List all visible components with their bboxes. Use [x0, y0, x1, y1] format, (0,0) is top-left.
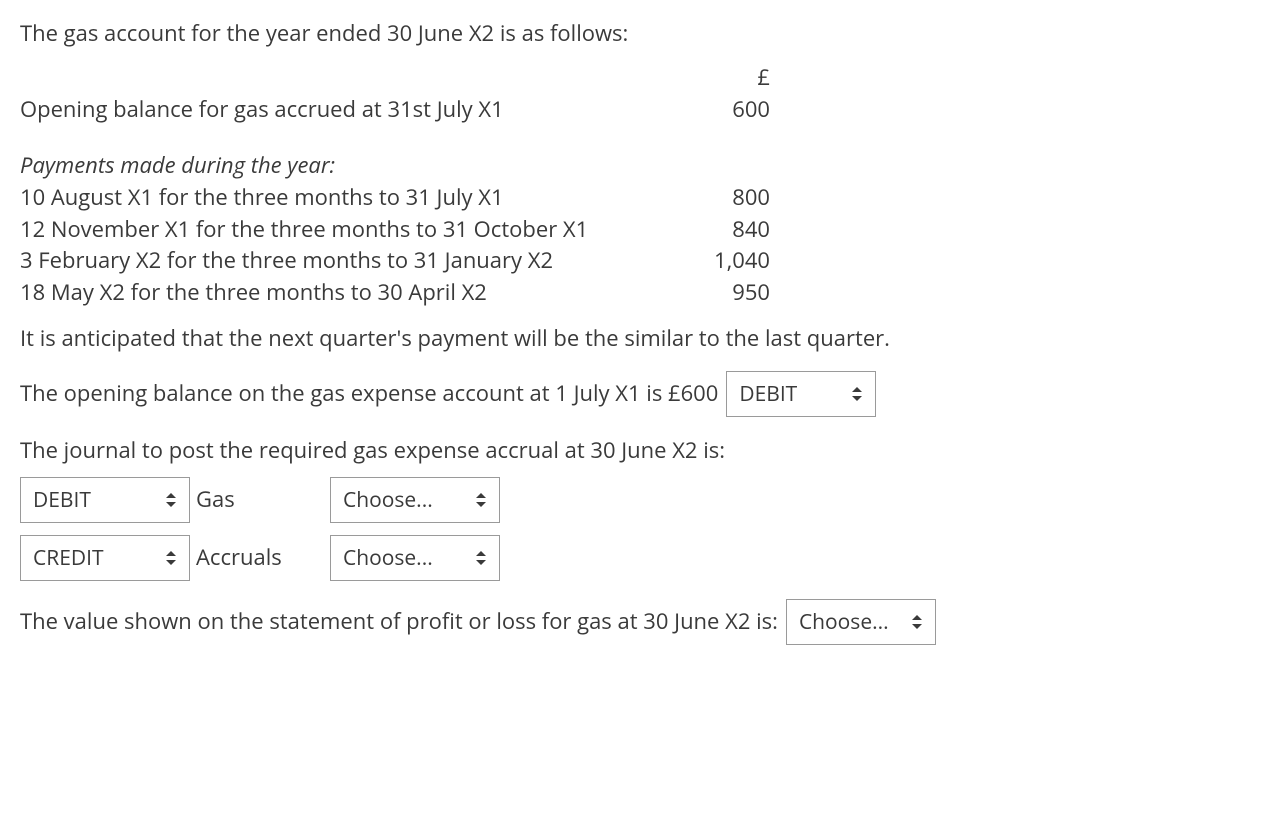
question-page: The gas account for the year ended 30 Ju…: [0, 0, 1276, 681]
payment-amount: 950: [670, 277, 780, 309]
profit-loss-question-text: The value shown on the statement of prof…: [20, 606, 778, 638]
payment-label: 18 May X2 for the three months to 30 Apr…: [20, 277, 670, 309]
payment-amount: 800: [670, 182, 780, 214]
opening-balance-amount: 600: [670, 94, 780, 126]
opening-balance-label: Opening balance for gas accrued at 31st …: [20, 94, 670, 126]
dropdown-label: Choose...: [799, 607, 889, 637]
payment-amount: 840: [670, 214, 780, 246]
payment-label: 10 August X1 for the three months to 31 …: [20, 182, 670, 214]
currency-header: £: [670, 62, 780, 94]
payments-header: Payments made during the year:: [20, 150, 670, 182]
journal-amount-dropdown[interactable]: Choose...: [330, 535, 500, 581]
intro-text: The gas account for the year ended 30 Ju…: [20, 18, 1256, 50]
dropdown-label: DEBIT: [33, 485, 91, 515]
dropdown-label: CREDIT: [33, 543, 104, 573]
sort-icon: [851, 387, 863, 401]
table-gap: [20, 126, 670, 150]
journal-row: DEBIT Gas Choose...: [20, 477, 1256, 523]
journal-entries: DEBIT Gas Choose... CREDIT Accruals Choo…: [20, 477, 1256, 581]
sort-icon: [475, 551, 487, 565]
anticipated-note: It is anticipated that the next quarter'…: [20, 323, 1256, 355]
journal-row: CREDIT Accruals Choose...: [20, 535, 1256, 581]
sort-icon: [165, 551, 177, 565]
dropdown-label: Choose...: [343, 543, 433, 573]
amounts-table: £ Opening balance for gas accrued at 31s…: [20, 62, 1256, 309]
sort-icon: [911, 615, 923, 629]
journal-account: Gas: [190, 484, 330, 516]
dropdown-label: Choose...: [343, 485, 433, 515]
table-empty: [670, 150, 780, 182]
opening-balance-question: The opening balance on the gas expense a…: [20, 371, 1256, 417]
table-gap: [670, 126, 780, 150]
opening-balance-question-text: The opening balance on the gas expense a…: [20, 378, 718, 410]
journal-intro: The journal to post the required gas exp…: [20, 435, 1256, 467]
debit-credit-dropdown[interactable]: CREDIT: [20, 535, 190, 581]
journal-amount-dropdown[interactable]: Choose...: [330, 477, 500, 523]
sort-icon: [475, 493, 487, 507]
payment-label: 3 February X2 for the three months to 31…: [20, 245, 670, 277]
sort-icon: [165, 493, 177, 507]
journal-account: Accruals: [190, 542, 330, 574]
profit-loss-question: The value shown on the statement of prof…: [20, 599, 1256, 645]
table-spacer: [20, 62, 670, 94]
payment-amount: 1,040: [670, 245, 780, 277]
payment-label: 12 November X1 for the three months to 3…: [20, 214, 670, 246]
debit-credit-dropdown[interactable]: DEBIT: [20, 477, 190, 523]
dropdown-label: DEBIT: [739, 379, 797, 409]
opening-balance-dropdown[interactable]: DEBIT: [726, 371, 876, 417]
profit-loss-dropdown[interactable]: Choose...: [786, 599, 936, 645]
